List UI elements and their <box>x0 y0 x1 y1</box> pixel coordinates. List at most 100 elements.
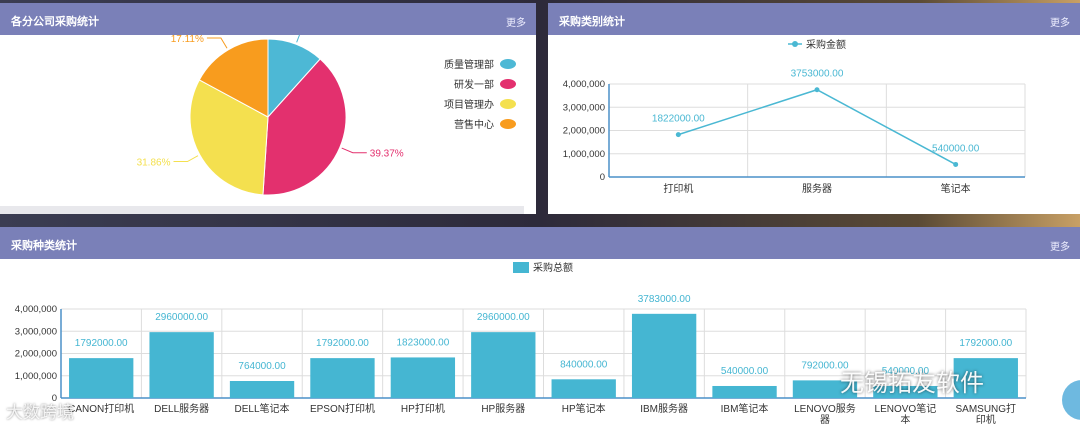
bar <box>712 385 777 398</box>
bar-data-label: 840000.00 <box>560 359 608 370</box>
x-tick-label: 印机 <box>976 413 996 426</box>
y-tick-label: 1,000,000 <box>15 371 57 382</box>
pie-legend-label: 项目管理办 <box>444 98 494 111</box>
bar-data-label: 540000.00 <box>882 366 930 377</box>
pie-label-line <box>206 37 228 49</box>
pie-slice-label: 39.37% <box>370 149 404 160</box>
bar <box>229 381 295 398</box>
legend-marker <box>792 41 798 47</box>
x-tick-label: HP笔记本 <box>562 402 606 415</box>
bar <box>390 357 456 398</box>
bar-data-label: 2960000.00 <box>155 312 208 323</box>
purchase-by-type-panel: 采购种类统计 更多 0 1,000,000 2,000,000 3,000,000 4,… <box>0 227 1080 432</box>
y-tick-label: 0 <box>600 172 605 183</box>
purchase-by-category-panel: 采购类别统计 更多 0 1,000,000 2,000,000 3,000,000 4,… <box>548 3 1080 214</box>
y-tick-label: 0 <box>52 393 57 404</box>
more-link[interactable]: 更多 <box>506 18 526 29</box>
corner-decoration <box>1062 380 1080 420</box>
pie-slice-label: 31.86% <box>137 158 171 169</box>
data-point <box>953 161 959 167</box>
pie-legend-swatch <box>500 119 516 129</box>
x-tick-label: EPSON打印机 <box>310 402 375 415</box>
x-tick-label: HP打印机 <box>401 402 445 415</box>
bar <box>310 358 375 398</box>
pie-slice <box>262 58 347 196</box>
bar-data-label: 3783000.00 <box>638 294 691 305</box>
data-label: 3753000.00 <box>791 69 844 80</box>
bar-data-label: 540000.00 <box>721 366 769 377</box>
x-tick-label: 笔记本 <box>941 182 971 195</box>
panel-title: 采购种类统计 <box>11 240 77 252</box>
x-tick-label: LENOVO服务 <box>794 402 856 415</box>
panel-body: 0 1,000,000 2,000,000 3,000,000 4,000,000 179… <box>0 259 1080 432</box>
y-tick-label: 2,000,000 <box>563 126 605 137</box>
bar-data-label: 792000.00 <box>801 360 849 371</box>
pie-legend-swatch <box>500 59 516 69</box>
bar <box>551 379 616 398</box>
y-tick-label: 4,000,000 <box>15 304 57 315</box>
y-tick-label: 3,000,000 <box>563 102 605 113</box>
x-tick-label: HP服务器 <box>481 402 525 415</box>
x-tick-label: SAMSUNG打 <box>956 402 1017 415</box>
legend-swatch <box>513 262 529 273</box>
bar <box>792 380 858 398</box>
y-tick-label: 1,000,000 <box>563 149 605 160</box>
pie-panel-bottom-strip <box>0 206 524 214</box>
panel-header: 采购种类统计 更多 <box>0 227 1080 259</box>
pie-slice-label: 17.11% <box>171 35 204 45</box>
x-tick-label: DELL笔记本 <box>235 402 290 415</box>
pie-legend-swatch <box>500 99 516 109</box>
pie-legend-swatch <box>500 79 516 89</box>
purchase-by-branch-panel: 各分公司采购统计 更多 11.66% 39.37% 31.86% 17.11% 质量管理… <box>0 3 536 214</box>
bar <box>69 358 134 398</box>
series-line <box>678 88 957 166</box>
x-tick-label: IBM服务器 <box>640 402 688 415</box>
pie-slice <box>189 79 269 196</box>
bar <box>149 332 214 398</box>
pie-label-line <box>296 30 315 43</box>
line-chart: 0 1,000,000 2,000,000 3,000,000 4,000,000 打印机… <box>563 38 1026 195</box>
panel-header: 采购类别统计 更多 <box>548 3 1080 35</box>
panel-title: 采购类别统计 <box>559 16 625 28</box>
watermark-right: 无锡拓友软件 <box>840 370 984 397</box>
panel-header: 各分公司采购统计 更多 <box>0 3 536 35</box>
data-label: 540000.00 <box>932 143 980 154</box>
bar-data-label: 764000.00 <box>238 361 286 372</box>
pie-slice-label: 11.66% <box>318 35 351 38</box>
pie-chart: 11.66% 39.37% 31.86% 17.11% 质量管理部研发一部项目管理办营售… <box>137 27 516 196</box>
data-point <box>814 87 820 93</box>
panel-body: 0 1,000,000 2,000,000 3,000,000 4,000,000 打印机… <box>548 35 1080 214</box>
bar-chart: 0 1,000,000 2,000,000 3,000,000 4,000,000 179… <box>15 261 1027 426</box>
bar <box>873 385 938 398</box>
x-tick-label: 服务器 <box>802 182 832 195</box>
legend-label: 采购总额 <box>533 261 573 274</box>
more-link[interactable]: 更多 <box>1050 18 1070 29</box>
x-tick-label: LENOVO笔记 <box>875 402 937 415</box>
pie-slice <box>198 38 269 118</box>
x-tick-label: 打印机 <box>663 182 693 195</box>
x-tick-label: IBM笔记本 <box>721 402 769 415</box>
pie-label-line <box>173 155 199 163</box>
y-tick-label: 2,000,000 <box>15 349 57 360</box>
data-label: 1822000.00 <box>652 114 705 125</box>
watermark-left: 大数跨境 <box>6 403 74 422</box>
x-tick-label: 器 <box>820 414 830 426</box>
panel-title: 各分公司采购统计 <box>11 16 99 28</box>
bar <box>631 313 697 398</box>
bar-data-label: 1792000.00 <box>959 338 1012 349</box>
more-link[interactable]: 更多 <box>1050 242 1070 253</box>
legend-label: 采购金额 <box>806 38 846 51</box>
bar <box>953 358 1018 398</box>
bar-data-label: 1792000.00 <box>316 338 369 349</box>
bar-data-label: 1792000.00 <box>75 338 128 349</box>
x-tick-label: 本 <box>900 413 910 426</box>
bar <box>471 332 536 398</box>
bar-data-label: 1823000.00 <box>396 337 449 348</box>
y-tick-label: 3,000,000 <box>15 326 57 337</box>
y-tick-label: 4,000,000 <box>563 79 605 90</box>
pie-legend-label: 营售中心 <box>454 118 494 131</box>
pie-label-line <box>341 147 367 154</box>
pie-legend-label: 研发一部 <box>454 78 494 91</box>
x-tick-label: CANON打印机 <box>68 402 134 415</box>
bar-data-label: 2960000.00 <box>477 312 530 323</box>
